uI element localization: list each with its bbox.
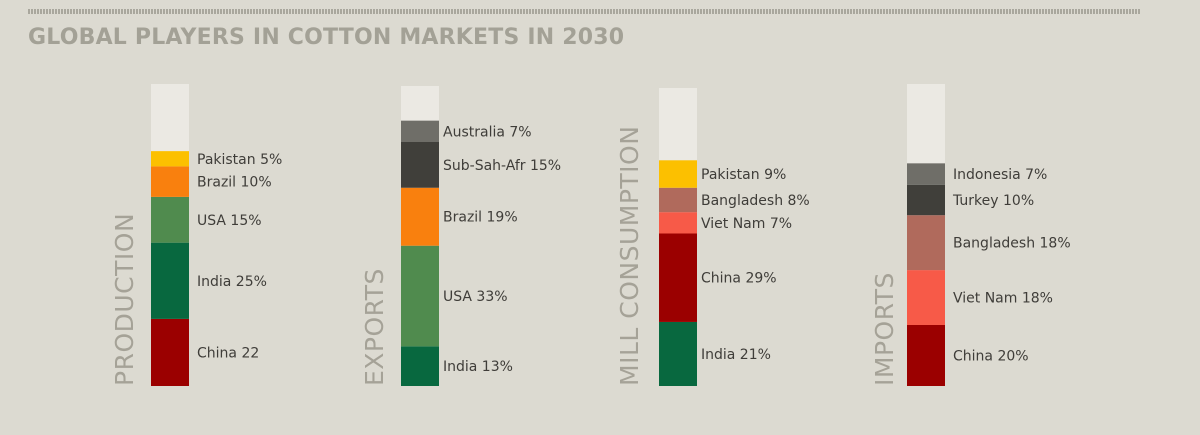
segment-label: Brazil 19% <box>443 210 518 226</box>
segment-label: Bangladesh 8% <box>701 193 810 209</box>
group-label: IMPORTS <box>870 272 899 386</box>
bar-segment <box>401 120 439 142</box>
segment-label: Viet Nam 18% <box>953 291 1053 307</box>
bar-segment <box>659 160 697 188</box>
chart-title: GLOBAL PLAYERS IN COTTON MARKETS IN 2030 <box>28 25 625 50</box>
bar-segment <box>151 166 189 197</box>
bar-segment <box>401 346 439 386</box>
segment-label: China 20% <box>953 349 1029 365</box>
bar-segment <box>151 151 189 167</box>
bar-segment <box>401 142 439 188</box>
segment-label: India 21% <box>701 347 771 363</box>
segment-label: Turkey 10% <box>952 193 1034 209</box>
bar-segment <box>151 318 189 386</box>
bar-segment <box>401 245 439 347</box>
segment-label: Viet Nam 7% <box>701 216 792 232</box>
bar-segment <box>907 270 945 325</box>
bar-segment <box>659 212 697 234</box>
segment-label: India 13% <box>443 359 513 375</box>
bar-segment <box>151 242 189 319</box>
group-label: PRODUCTION <box>110 213 139 386</box>
segment-label: USA 33% <box>443 289 508 305</box>
bar-segment <box>907 184 945 216</box>
segment-label: Pakistan 9% <box>701 167 786 183</box>
bar-segment <box>907 215 945 271</box>
top-dotted-rule <box>28 9 1141 14</box>
bar-segment <box>659 321 697 386</box>
bar-segment <box>659 233 697 322</box>
bar-group-exports: India 13% USA 33% Brazil 19% Sub-Sah-Afr 15… <box>360 86 561 386</box>
bar-segment <box>659 187 697 213</box>
segment-label: Australia 7% <box>443 124 532 140</box>
bar-segment <box>151 196 189 243</box>
segment-label: China 22 <box>197 345 259 361</box>
segment-label: Sub-Sah-Afr 15% <box>443 158 561 174</box>
segment-label: Indonesia 7% <box>953 167 1047 183</box>
segment-label: Pakistan 5% <box>197 152 282 168</box>
bar-segment <box>907 163 945 185</box>
segment-label: Brazil 10% <box>197 175 272 191</box>
segment-label: India 25% <box>197 274 267 290</box>
segment-label: USA 15% <box>197 213 262 229</box>
segment-label: China 29% <box>701 271 777 287</box>
bar-group-mill-consumption: India 21% China 29% Viet Nam 7% Bangladesh … <box>615 88 810 386</box>
bar-segment <box>401 187 439 246</box>
bar-group-production: China 22 India 25% USA 15% Brazil 10% Pakist… <box>110 84 282 386</box>
group-label: MILL CONSUMPTION <box>615 126 644 386</box>
group-label: EXPORTS <box>360 268 389 386</box>
bar-group-imports: China 20% Viet Nam 18% Bangladesh 18% Turke… <box>870 84 1071 386</box>
segment-label: Bangladesh 18% <box>953 236 1071 252</box>
bar-segment <box>907 325 945 386</box>
